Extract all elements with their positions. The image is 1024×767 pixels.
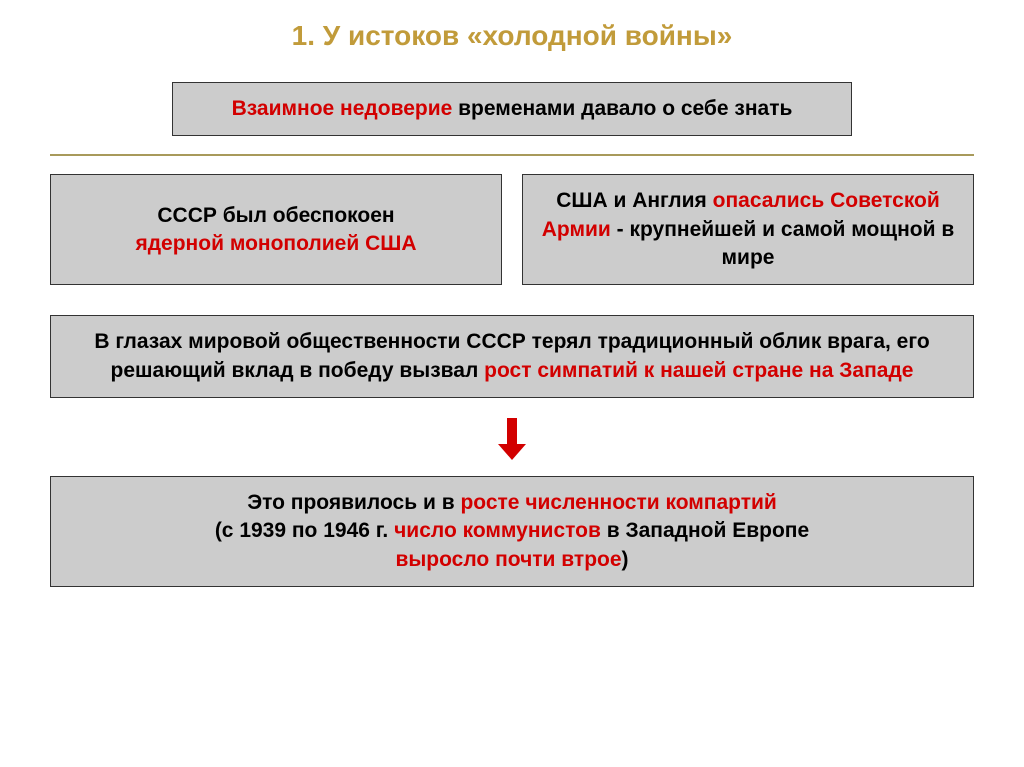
- text-red: рост симпатий к нашей стране на Западе: [484, 359, 913, 382]
- text-black: (с 1939 по 1946 г.: [215, 519, 394, 542]
- text-black: в Западной Европе: [601, 519, 809, 542]
- text-red: ядерной монополией США: [135, 230, 416, 258]
- divider: [50, 154, 974, 156]
- arrow-head: [498, 444, 526, 460]
- slide-title: 1. У истоков «холодной войны»: [50, 20, 974, 52]
- text-red: росте численности компартий: [460, 491, 776, 514]
- box-ussr-concern: СССР был обеспокоен ядерной монополией С…: [50, 174, 502, 285]
- arrow-down-container: [50, 418, 974, 456]
- box-world-opinion: В глазах мировой общественности СССР тер…: [50, 315, 974, 398]
- text-black: СССР был обеспокоен: [135, 202, 416, 230]
- text-black: США и Англия: [556, 189, 712, 212]
- arrow-down-icon: [507, 418, 517, 456]
- box-usa-uk-fear: США и Англия опасались Советской Армии -…: [522, 174, 974, 285]
- row-two-columns: СССР был обеспокоен ядерной монополией С…: [50, 174, 974, 285]
- text-red: выросло почти втрое: [395, 548, 621, 571]
- box-communist-growth: Это проявилось и в росте численности ком…: [50, 476, 974, 587]
- box-mutual-distrust: Взаимное недоверие временами давало о се…: [172, 82, 852, 136]
- text-black: - крупнейшей и самой мощной в мире: [611, 218, 954, 269]
- text-black: Это проявилось и в: [247, 491, 460, 514]
- text-black: ): [622, 548, 629, 571]
- text-black: временами давало о себе знать: [452, 97, 792, 120]
- text-red: Взаимное недоверие: [232, 97, 453, 120]
- text-red: число коммунистов: [394, 519, 601, 542]
